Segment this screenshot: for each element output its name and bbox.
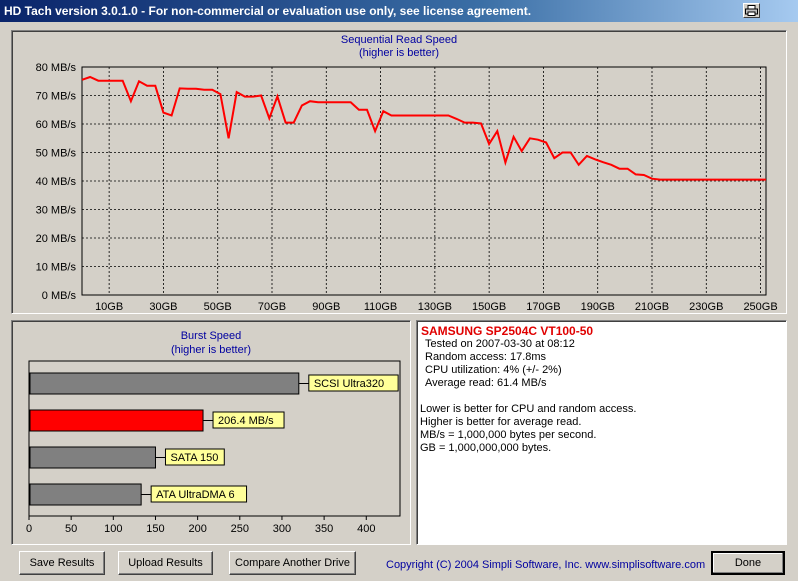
burst-bar [29, 409, 204, 432]
window-titlebar: HD Tach version 3.0.1.0 - For non-commer… [0, 0, 798, 22]
y-tick-label: 60 MB/s [36, 119, 77, 131]
sequential-read-chart: 0 MB/s 10 MB/s 20 MB/s 30 MB/s 40 MB/s 50 MB/… [36, 62, 778, 313]
print-button[interactable] [743, 3, 760, 18]
bar-label: SCSI Ultra320 [314, 378, 384, 390]
burst-bar [29, 446, 156, 469]
y-tick-label: 50 MB/s [36, 148, 77, 160]
printer-icon [745, 5, 758, 16]
x-tick-label: 90GB [312, 301, 340, 313]
burst-bar [29, 372, 300, 395]
x-tick-label: 0 [26, 523, 32, 535]
x-tick-label: 110GB [364, 301, 397, 313]
x-tick-label: 200 [188, 523, 206, 535]
y-tick-label: 70 MB/s [36, 91, 77, 103]
x-tick-label: 230GB [689, 301, 723, 313]
bar-label-box [308, 374, 399, 392]
note-line: MB/s = 1,000,000 bytes per second. [420, 429, 597, 441]
burst-bar [29, 483, 142, 506]
x-tick-label: 30GB [149, 301, 177, 313]
burst-chart-subtitle: (higher is better) [170, 344, 252, 356]
burst-speed-panel: Burst Speed (higher is better) 0 50 100 150… [11, 320, 411, 545]
note-line: Higher is better for average read. [420, 416, 582, 428]
x-tick-label: 150 [146, 523, 164, 535]
sequential-read-panel: Sequential Read Speed (higher is better)… [11, 30, 787, 314]
x-tick-label: 70GB [258, 301, 286, 313]
copyright-text: Copyright (C) 2004 Simpli Software, Inc.… [386, 559, 706, 571]
x-tick-label: 250 [231, 523, 249, 535]
drive-name: SAMSUNG SP2504C VT100-50 [421, 324, 594, 338]
note-line: GB = 1,000,000,000 bytes. [420, 442, 552, 454]
drive-info-panel: SAMSUNG SP2504C VT100-50 Tested on 2007-… [416, 320, 787, 545]
y-tick-label: 30 MB/s [36, 205, 77, 217]
x-tick-label: 350 [315, 523, 333, 535]
done-button[interactable]: Done [711, 551, 785, 575]
y-tick-label: 20 MB/s [36, 233, 77, 245]
read-speed-line [81, 75, 766, 181]
bar-label: ATA UltraDMA 6 [156, 489, 234, 501]
x-tick-label: 10GB [95, 301, 123, 313]
sequential-chart-subtitle: (higher is better) [358, 47, 440, 59]
x-tick-label: 250GB [743, 301, 777, 313]
y-tick-label: 0 MB/s [42, 290, 77, 302]
x-tick-label: 300 [273, 523, 291, 535]
compare-drive-button[interactable]: Compare Another Drive [229, 551, 356, 575]
y-tick-label: 10 MB/s [36, 262, 77, 274]
x-tick-label: 400 [357, 523, 375, 535]
y-tick-label: 40 MB/s [36, 176, 77, 188]
bar-label-box [212, 411, 285, 429]
x-tick-label: 130GB [418, 301, 452, 313]
save-results-button[interactable]: Save Results [19, 551, 105, 575]
sequential-chart-title: Sequential Read Speed [340, 34, 458, 46]
bar-label-box [150, 485, 248, 503]
random-access: Random access: 17.8ms [425, 351, 547, 363]
burst-speed-chart: 0 50 100 150 200 250 300 350 400 SCSI Ultra320 206… [26, 360, 401, 535]
average-read: Average read: 61.4 MB/s [425, 377, 547, 389]
x-tick-label: 210GB [635, 301, 669, 313]
x-tick-label: 50 [65, 523, 77, 535]
upload-results-button[interactable]: Upload Results [118, 551, 213, 575]
bar-label-box [164, 448, 225, 466]
x-tick-label: 100 [104, 523, 122, 535]
note-line: Lower is better for CPU and random acces… [420, 403, 637, 415]
x-tick-label: 190GB [581, 301, 615, 313]
bar-label: 206.4 MB/s [218, 415, 274, 427]
x-tick-label: 150GB [472, 301, 506, 313]
bar-label: SATA 150 [170, 452, 218, 464]
cpu-utilization: CPU utilization: 4% (+/- 2%) [425, 364, 562, 376]
window-title: HD Tach version 3.0.1.0 - For non-commer… [4, 4, 532, 18]
y-tick-label: 80 MB/s [36, 62, 77, 74]
x-tick-label: 50GB [204, 301, 232, 313]
test-date: Tested on 2007-03-30 at 08:12 [425, 338, 575, 350]
x-tick-label: 170GB [526, 301, 560, 313]
burst-chart-title: Burst Speed [180, 330, 242, 342]
